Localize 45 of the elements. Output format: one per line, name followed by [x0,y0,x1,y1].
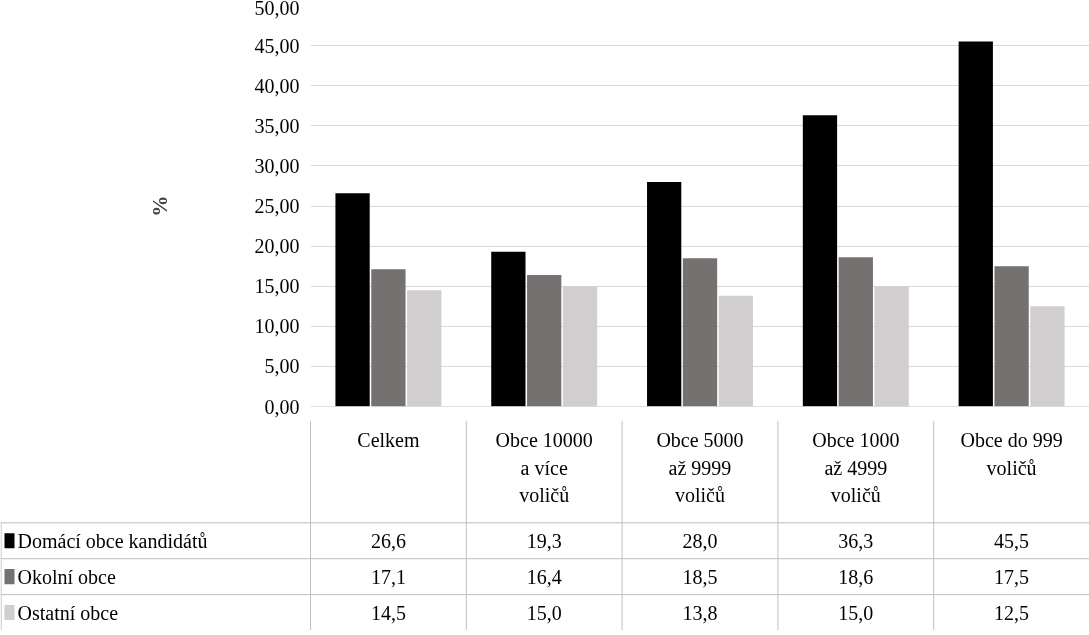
x-tick-label: Obce 1000 až 4999 voličů [812,429,900,507]
x-tick-label: Celkem [357,429,420,452]
y-tick-label: 40,00 [254,74,300,97]
data-label: 17,1 [370,565,406,588]
data-label: 26,6 [370,529,406,552]
y-tick-label: 20,00 [254,235,300,258]
data-label: 18,5 [682,565,718,588]
data-label: 15,0 [526,601,562,624]
y-tick-label: 5,00 [264,355,300,378]
data-label: 18,6 [838,565,874,588]
y-tick-label: 0,00 [264,395,300,418]
y-axis-title: % [147,195,172,217]
y-tick-label: 45,00 [254,34,300,57]
y-tick-label: 25,00 [254,195,300,217]
bar [527,274,562,407]
x-tick-label: Obce do 999 voličů [960,429,1063,479]
data-label: 17,5 [994,565,1030,588]
bar [491,251,526,407]
y-tick-label: 50,00 [254,0,300,19]
bar [682,258,718,407]
bar [958,41,993,407]
x-tick-label: Obce 5000 až 9999 voličů [656,429,744,507]
data-label: 14,5 [370,601,406,624]
data-label: 45,5 [994,529,1030,552]
bar [335,193,370,407]
legend-label: Ostatní obce [17,601,119,624]
bar [838,257,873,407]
legend-label: Okolní obce [17,565,116,588]
bar [647,181,682,407]
data-label: 28,0 [682,529,718,552]
x-tick-label: Obce 10000 a více voličů [495,429,593,507]
y-tick-label: 35,00 [254,114,300,137]
bar [802,115,838,407]
data-label: 16,4 [526,565,562,588]
data-label: 15,0 [838,601,874,624]
y-tick-label: 15,00 [254,275,300,298]
y-tick-label: 30,00 [254,154,300,177]
bar [371,269,406,407]
y-tick-label: 10,00 [254,315,300,338]
data-label: 13,8 [682,601,718,624]
data-label: 19,3 [526,529,562,552]
data-label: 36,3 [838,529,874,552]
legend-label: Domácí obce kandidátů [17,529,208,552]
data-label: 12,5 [994,601,1030,624]
bar [994,266,1029,407]
